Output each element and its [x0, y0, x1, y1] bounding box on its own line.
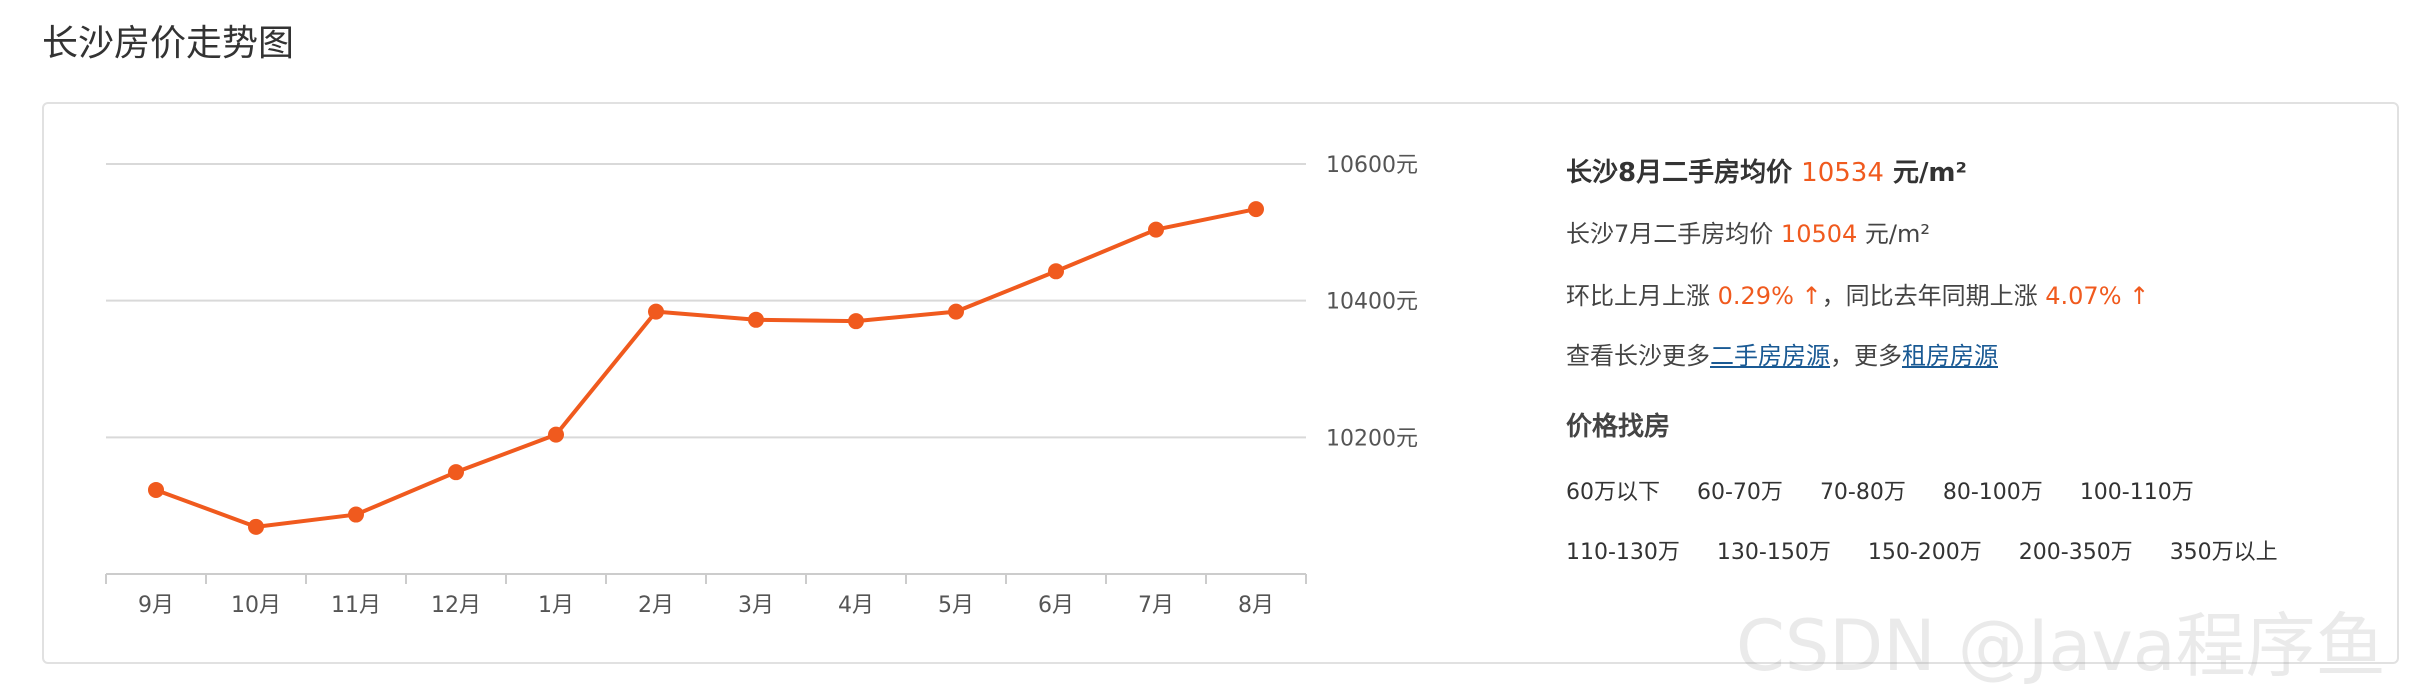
price-range-link[interactable]: 70-80万: [1819, 480, 1906, 505]
secondhand-listings-link[interactable]: 二手房房源: [1710, 342, 1830, 370]
y-tick-label: 10600元: [1326, 153, 1418, 178]
price-range-link[interactable]: 110-130万: [1566, 540, 1680, 565]
more-middle: ，更多: [1830, 342, 1902, 370]
data-point[interactable]: [848, 313, 864, 330]
series-line-layer: [155, 207, 1257, 529]
x-tick-label: 2月: [638, 593, 674, 618]
more-listings: 查看长沙更多二手房房源，更多租房房源: [1566, 336, 1998, 371]
prev-month-unit: 元/m²: [1864, 220, 1931, 248]
data-point[interactable]: [648, 303, 664, 320]
data-point[interactable]: [948, 303, 964, 320]
series-line: [155, 207, 1257, 529]
x-tick-label: 7月: [1138, 593, 1174, 618]
headline-price: 10534: [1801, 158, 1884, 188]
price-range-link[interactable]: 60万以下: [1566, 480, 1660, 505]
price-range-link[interactable]: 60-70万: [1697, 480, 1783, 505]
y-tick-label: 10400元: [1326, 290, 1418, 315]
change-separator: ，: [1821, 282, 1846, 310]
x-tick-label: 6月: [1038, 593, 1074, 618]
price-range-row-1: 60万以下 60-70万 70-80万 80-100万 100-110万: [1566, 474, 2231, 506]
page-title: 长沙房价走势图: [42, 23, 295, 64]
yoy-value: 4.07% ↑: [2045, 282, 2150, 310]
price-range-link[interactable]: 350万以上: [2169, 540, 2278, 565]
data-point[interactable]: [748, 311, 764, 328]
mom-value: 0.29% ↑: [1717, 282, 1822, 310]
price-range-link[interactable]: 130-150万: [1716, 540, 1831, 565]
x-axis-ticks: 9月 10月 11月 12月 1月 2月 3月 4月 5月 6月 7月 8月: [105, 574, 1307, 618]
x-tick-label: 12月: [431, 593, 481, 618]
y-axis-ticks: 10200元 10400元 10600元: [1326, 153, 1418, 451]
x-tick-label: 1月: [538, 593, 574, 618]
price-range-link[interactable]: 200-350万: [2018, 540, 2133, 565]
data-point[interactable]: [1048, 263, 1064, 280]
prev-month-prefix: 长沙7月二手房均价: [1566, 220, 1774, 248]
price-search-title: 价格找房: [1566, 412, 1671, 442]
mom-prefix: 环比上月上涨: [1566, 282, 1710, 310]
yoy-prefix: 同比去年同期上涨: [1845, 282, 2038, 310]
chart-grid: [106, 163, 1306, 575]
x-tick-label: 9月: [138, 593, 174, 618]
more-prefix: 查看长沙更多: [1566, 342, 1710, 370]
price-range-link[interactable]: 80-100万: [1942, 480, 2043, 505]
data-point[interactable]: [1148, 221, 1164, 238]
data-point[interactable]: [1248, 201, 1264, 218]
x-tick-label: 8月: [1238, 593, 1274, 618]
data-point[interactable]: [448, 464, 464, 481]
price-trend-panel: 10200元 10400元 10600元 9月 10月 11月 12月 1月 2月 3月 4月 5月…: [42, 102, 2399, 664]
headline: 长沙8月二手房均价 10534 元/m²: [1566, 152, 1967, 189]
y-tick-label: 10200元: [1326, 426, 1418, 451]
series-points-layer: [148, 201, 1264, 535]
data-point[interactable]: [248, 518, 264, 535]
rental-listings-link[interactable]: 租房房源: [1902, 342, 1998, 370]
data-point[interactable]: [348, 506, 364, 523]
prev-month-price: 长沙7月二手房均价 10504 元/m²: [1566, 214, 1930, 249]
price-change: 环比上月上涨 0.29% ↑，同比去年同期上涨 4.07% ↑: [1566, 276, 2149, 311]
x-tick-label: 4月: [838, 593, 874, 618]
prev-month-value: 10504: [1780, 220, 1858, 248]
price-trend-chart: 10200元 10400元 10600元 9月 10月 11月 12月 1月 2月 3月 4月 5月…: [105, 153, 1418, 618]
headline-unit: 元/m²: [1892, 158, 1967, 188]
x-tick-label: 11月: [331, 593, 381, 618]
headline-prefix: 长沙8月二手房均价: [1566, 158, 1793, 188]
price-range-link[interactable]: 100-110万: [2079, 480, 2194, 505]
x-tick-label: 5月: [938, 593, 974, 618]
data-point[interactable]: [148, 481, 164, 498]
x-tick-label: 10月: [231, 593, 281, 618]
data-point[interactable]: [548, 426, 564, 443]
price-range-row-2: 110-130万 130-150万 150-200万 200-350万 350万…: [1566, 534, 2315, 566]
x-tick-label: 3月: [738, 593, 774, 618]
price-range-link[interactable]: 150-200万: [1867, 540, 1982, 565]
